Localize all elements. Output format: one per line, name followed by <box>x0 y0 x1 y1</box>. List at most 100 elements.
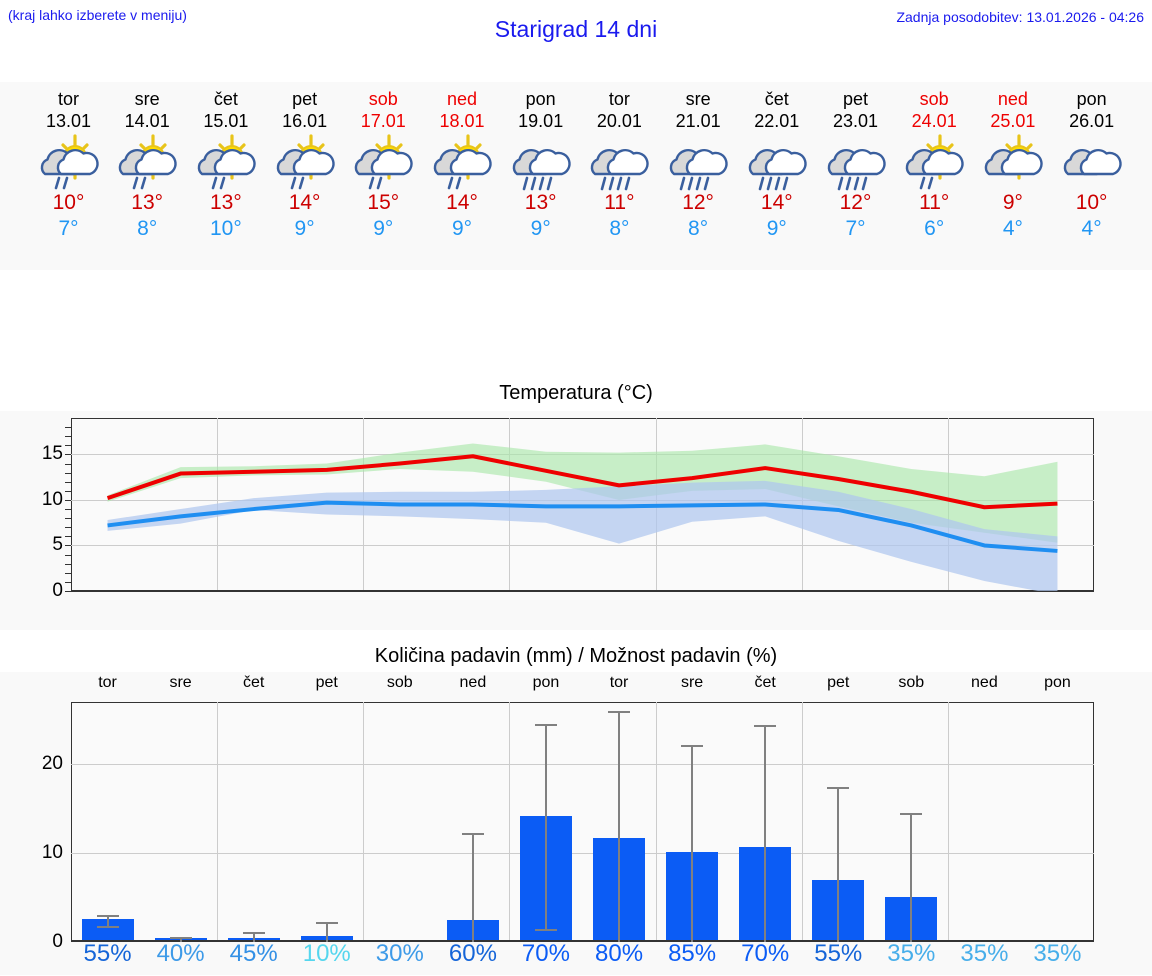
forecast-day-column: sre 14.01 13° 8° <box>108 82 187 270</box>
forecast-day-name: sre <box>685 89 711 109</box>
forecast-day-name: čet <box>764 89 789 109</box>
forecast-day-date: 22.01 <box>754 111 800 131</box>
temperature-axis-label: 5 <box>52 534 63 556</box>
forecast-day-tmax: 15° <box>367 191 400 214</box>
precipitation-bar <box>81 918 134 940</box>
temperature-max-line <box>106 454 1058 510</box>
forecast-day-name: sob <box>919 89 949 109</box>
precipitation-chart: Količina padavin (mm) / Možnost padavin … <box>0 640 1152 975</box>
forecast-day-date: 23.01 <box>832 111 879 131</box>
precipitation-day-label: tor <box>98 674 117 691</box>
temperature-axis-tick <box>65 463 71 465</box>
precipitation-error-cap-top <box>242 932 265 935</box>
temperature-plot-area: 0 5 10 15 <box>42 418 1094 601</box>
forecast-day-column: ned 25.01 9° 4° <box>973 82 1052 270</box>
sun-cloud-rain-icon <box>29 134 108 190</box>
precipitation-error-bar <box>179 936 182 942</box>
forecast-day-tmax: 11° <box>919 191 950 214</box>
precipitation-day-label: pon <box>532 674 560 691</box>
forecast-day-tmax: 13° <box>210 191 242 214</box>
temperature-axis-tick <box>65 481 71 483</box>
precipitation-error-cap-top <box>169 936 192 939</box>
precipitation-error-bar <box>325 922 328 942</box>
temperature-axis-tick <box>65 591 71 592</box>
precipitation-gridline-vertical <box>801 702 803 942</box>
precipitation-error-cap-top <box>681 744 704 747</box>
forecast-day-column: tor 13.01 10° 7° <box>29 82 108 270</box>
forecast-day-name: ned <box>997 89 1028 109</box>
forecast-day-column: ned 18.01 14° 9° <box>423 82 502 270</box>
forecast-day-tmin: 6° <box>924 217 945 240</box>
precipitation-error-cap-top <box>534 724 557 727</box>
sun-cloud-rain-icon <box>423 134 502 190</box>
precipitation-error-cap-top <box>608 710 631 713</box>
temperature-axis-tick <box>65 490 71 492</box>
forecast-day-name: sre <box>134 89 160 109</box>
precipitation-day-label: sob <box>898 674 925 691</box>
sun-cloud-rain-icon <box>108 134 187 190</box>
precipitation-gridline <box>71 853 1094 855</box>
forecast-day-name: sob <box>368 89 398 109</box>
temperature-gridline <box>71 545 1094 547</box>
precipitation-axis-label: 10 <box>41 842 63 864</box>
cloud-rain-icon <box>659 134 738 191</box>
precipitation-day-label: ned <box>971 674 998 691</box>
precipitation-plot-area: 0 10 20 <box>42 702 1094 952</box>
forecast-day-column: sob 17.01 15° 9° <box>344 82 423 270</box>
precipitation-error-cap-bottom <box>534 928 557 931</box>
forecast-day-column: pon 19.01 13° 9° <box>501 82 580 270</box>
precipitation-error-cap-top <box>315 922 338 925</box>
page-header: (kraj lahko izberete v meniju) Starigrad… <box>0 0 1152 62</box>
precipitation-probability-label: 80% <box>595 940 644 967</box>
forecast-day-column: sob 24.01 11° 6° <box>895 82 974 270</box>
forecast-day-tmax: 10° <box>52 191 85 214</box>
sun-cloud-rain-icon <box>265 134 344 190</box>
precipitation-day-label: ned <box>459 674 487 691</box>
precipitation-probability-label: 70% <box>741 940 790 967</box>
forecast-day-tmin: 8° <box>688 217 709 240</box>
precipitation-day-label: pet <box>827 674 850 691</box>
temperature-axis-tick <box>65 545 71 547</box>
precipitation-probability-label: 70% <box>521 940 570 967</box>
precipitation-error-bar <box>691 744 694 942</box>
temperature-axis-tick <box>65 536 71 538</box>
temperature-axis-tick <box>65 554 71 556</box>
forecast-day-column: sre 21.01 12° 8° <box>659 82 738 270</box>
precipitation-day-label: tor <box>609 674 629 691</box>
precipitation-day-label: sob <box>386 674 413 691</box>
precipitation-error-cap-top <box>827 787 850 790</box>
forecast-day-tmin: 4° <box>1002 217 1023 240</box>
forecast-day-column: pet 16.01 14° 9° <box>265 82 344 270</box>
temperature-min-line <box>107 500 1058 553</box>
precipitation-error-cap-bottom <box>96 926 119 928</box>
forecast-day-tmax: 13° <box>131 191 164 214</box>
precipitation-error-cap-top <box>900 813 923 816</box>
precipitation-probability-label: 35% <box>887 940 936 967</box>
precipitation-day-label: čet <box>243 674 265 691</box>
forecast-day-date: 15.01 <box>203 111 249 131</box>
precipitation-gridline-vertical <box>217 702 219 942</box>
temperature-axis-tick <box>65 472 71 474</box>
forecast-day-tmin: 9° <box>530 217 551 240</box>
precipitation-probability-row: 55% 40% 45% 10% 30% 60% 70% 80% 85% 70% 55% 35% 35% 3… <box>0 940 1152 976</box>
sun-cloud-icon <box>973 134 1052 190</box>
precipitation-day-label: pon <box>1044 674 1071 691</box>
precipitation-gridline <box>71 764 1094 766</box>
temperature-axis-label: 0 <box>52 580 63 601</box>
precipitation-axis-label: 20 <box>41 753 63 775</box>
menu-hint-text: (kraj lahko izberete v meniju) <box>8 7 187 23</box>
precipitation-axis-baseline <box>71 940 1094 942</box>
precipitation-chart-title: Količina padavin (mm) / Možnost padavin … <box>0 640 1152 672</box>
precipitation-probability-label: 30% <box>375 940 424 967</box>
forecast-day-tmax: 11° <box>604 191 635 214</box>
precipitation-error-cap-top <box>96 915 119 918</box>
precipitation-probability-label: 40% <box>156 940 205 967</box>
precipitation-probability-label: 60% <box>448 940 497 967</box>
forecast-day-column: čet 15.01 13° 10° <box>186 82 265 270</box>
temperature-axis-baseline <box>71 590 1094 592</box>
temperature-axis-tick <box>65 509 71 511</box>
forecast-day-date: 20.01 <box>596 111 642 131</box>
cloud-rain-icon <box>816 134 895 191</box>
cloud-rain-icon <box>580 134 659 191</box>
